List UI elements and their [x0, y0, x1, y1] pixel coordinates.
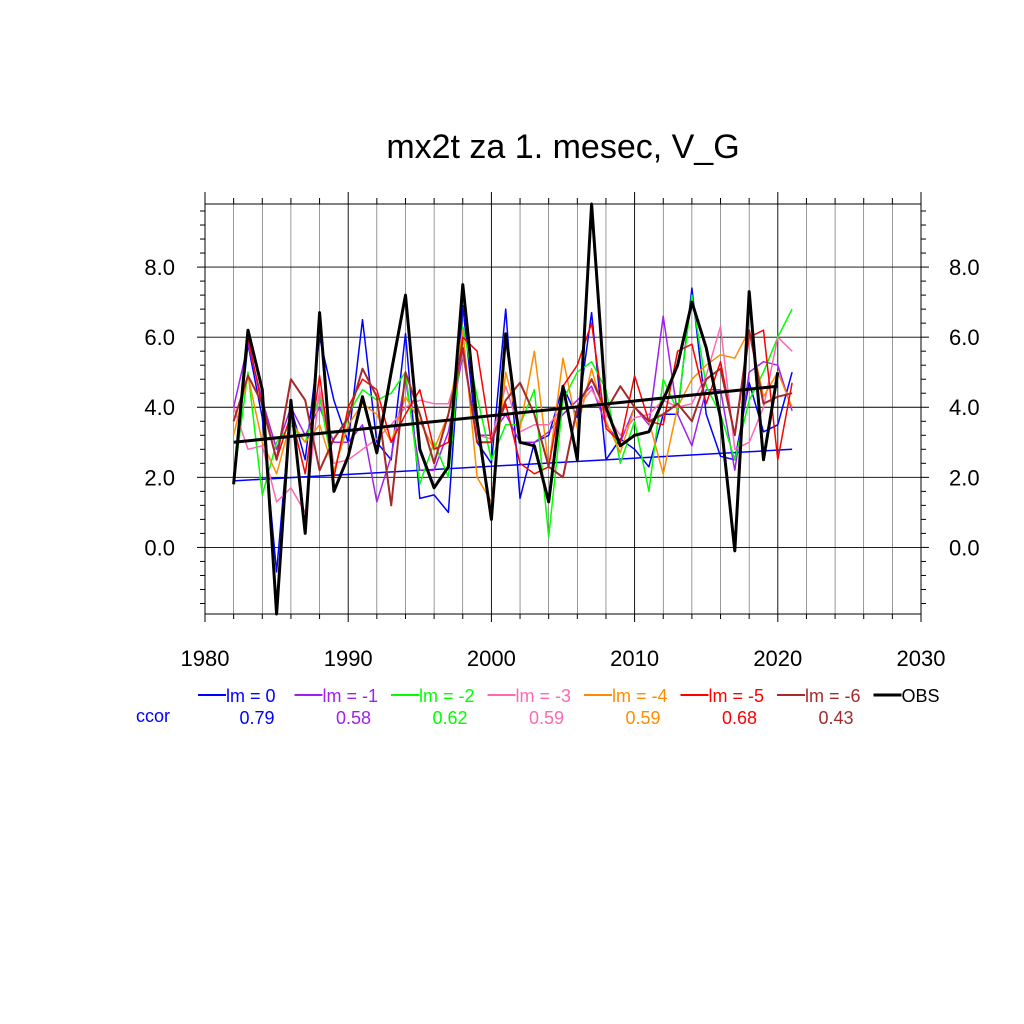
ccor-value: 0.79: [239, 708, 274, 728]
chart-title: mx2t za 1. mesec, V_G: [386, 128, 739, 166]
ccor-value: 0.59: [529, 708, 564, 728]
legend-label: lm = -1: [323, 686, 379, 706]
plot-lines: [232, 202, 793, 616]
y-tick-label-right: 4.0: [949, 395, 980, 420]
legend: lm = 0 lm = -1 lm = -2 lm = -3 lm = -4 lm = -…: [136, 686, 940, 728]
y-tick-label: 8.0: [144, 255, 175, 280]
ccor-label: ccor: [136, 706, 170, 726]
x-tick-label: 2020: [753, 646, 802, 671]
y-tick-label-right: 0.0: [949, 535, 980, 560]
y-tick-label: 0.0: [144, 535, 175, 560]
x-tick-label: 2030: [897, 646, 946, 671]
legend-label: lm = -4: [612, 686, 668, 706]
axis-ticks: 1980 1990 2000 2010 2020 2030 0.0 0.0 2.0 2.0 4.0 4…: [144, 192, 980, 671]
trend-line: [233, 448, 793, 482]
y-tick-label: 6.0: [144, 325, 175, 350]
y-tick-label-right: 6.0: [949, 325, 980, 350]
series-line: [232, 322, 793, 479]
y-tick-label-right: 2.0: [949, 465, 980, 490]
y-tick-label-right: 8.0: [949, 255, 980, 280]
legend-label: OBS: [902, 686, 940, 706]
plot-frame: [204, 203, 922, 615]
legend-label: lm = -2: [419, 686, 475, 706]
series-line: [232, 202, 780, 616]
x-tick-label: 2010: [610, 646, 659, 671]
ccor-value: 0.68: [722, 708, 757, 728]
series-line: [232, 294, 793, 538]
y-tick-label: 2.0: [144, 465, 175, 490]
legend-label: lm = -5: [709, 686, 765, 706]
series-line: [232, 287, 793, 573]
legend-label: lm = -6: [805, 686, 861, 706]
ccor-value: 0.62: [432, 708, 467, 728]
x-tick-label: 1990: [324, 646, 373, 671]
ccor-value: 0.58: [336, 708, 371, 728]
x-tick-label: 2000: [467, 646, 516, 671]
ccor-value: 0.59: [625, 708, 660, 728]
trend-line: [233, 384, 778, 444]
y-tick-label: 4.0: [144, 395, 175, 420]
legend-label: lm = -3: [516, 686, 572, 706]
ccor-value: 0.43: [818, 708, 853, 728]
legend-label: lm = 0: [226, 686, 276, 706]
x-tick-label: 1980: [181, 646, 230, 671]
